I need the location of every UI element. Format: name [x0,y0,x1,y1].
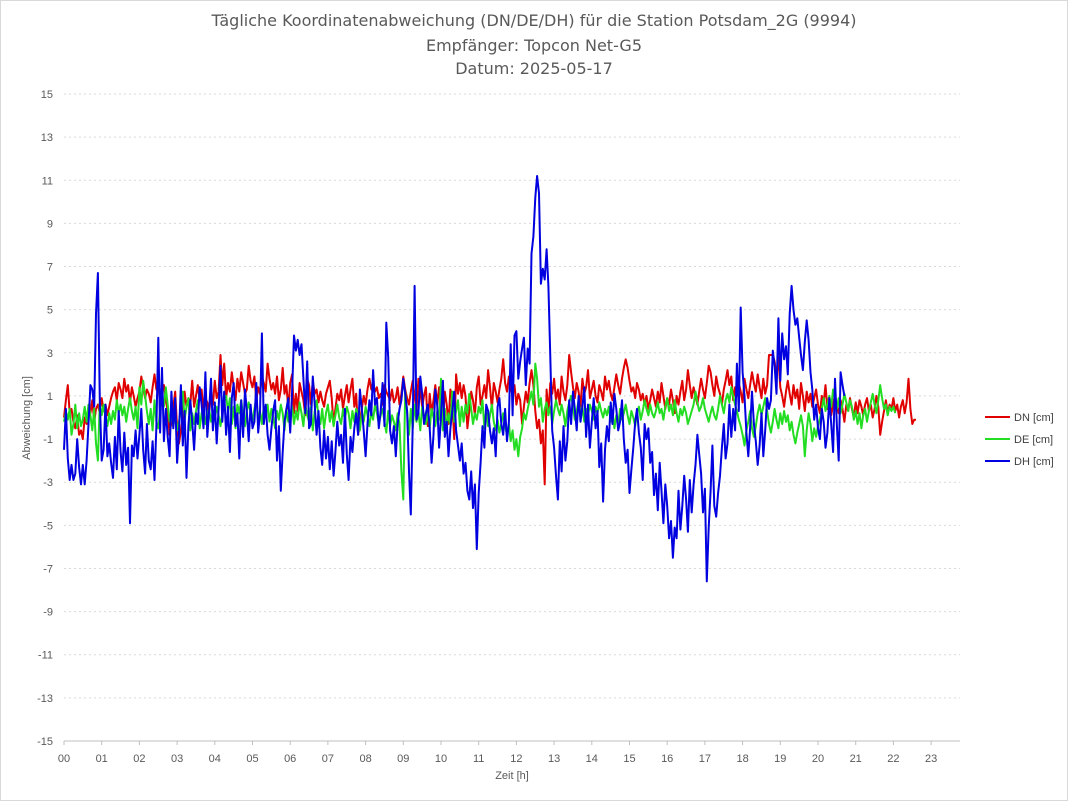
series-lines [63,175,916,583]
y-tick-label: -1 [43,434,53,446]
y-tick-label: -3 [43,477,53,489]
x-tick-label: 03 [171,753,183,765]
x-tick-label: 05 [246,753,258,765]
x-axis-label: Zeit [h] [495,770,529,782]
x-tick-labels: 00 01 02 03 04 05 06 07 08 09 10 11 12 13 14 15 16 17 18 19… [58,741,937,765]
x-tick-label: 00 [58,753,70,765]
legend: DN [cm] DE [cm] DH [cm] [985,412,1054,468]
chart-title: Tägliche Koordinatenabweichung (DN/DE/DH… [211,11,857,30]
y-tick-label: 15 [41,89,53,101]
y-tick-label: -13 [37,693,53,705]
legend-label: DH [cm] [1014,456,1054,468]
legend-label: DN [cm] [1014,412,1054,424]
y-tick-label: -11 [38,650,53,662]
x-tick-label: 21 [850,753,862,765]
x-tick-label: 07 [322,753,334,765]
y-axis-label: Abweichung [cm] [21,376,33,460]
x-tick-label: 14 [586,753,598,765]
y-tick-label: -5 [43,520,53,532]
y-tick-label: 9 [47,218,53,230]
x-tick-label: 17 [699,753,711,765]
x-tick-label: 10 [435,753,447,765]
legend-label: DE [cm] [1014,434,1053,446]
y-tick-label: 11 [42,175,53,187]
x-tick-label: 08 [359,753,371,765]
chart-subtitle-receiver: Empfänger: Topcon Net-G5 [425,36,643,55]
y-tick-label: 3 [47,348,53,360]
x-tick-label: 04 [209,753,221,765]
y-tick-label: -7 [43,563,53,575]
x-tick-label: 09 [397,753,409,765]
x-tick-label: 15 [623,753,635,765]
series-line-dh [63,175,846,583]
x-tick-label: 16 [661,753,673,765]
x-tick-label: 12 [510,753,522,765]
x-tick-label: 02 [133,753,145,765]
y-tick-label: 1 [47,391,53,403]
y-tick-label: 13 [41,132,53,144]
x-tick-label: 11 [473,753,484,765]
x-tick-label: 23 [925,753,937,765]
y-tick-label: -9 [43,607,53,619]
y-tick-labels: 15 13 11 9 7 5 3 1 -1 -3 -5 -7 -9 -11 -13 -15 [37,89,53,748]
x-tick-label: 22 [887,753,899,765]
x-tick-label: 01 [96,753,108,765]
x-tick-label: 13 [548,753,560,765]
chart-subtitle-date: Datum: 2025-05-17 [455,59,613,78]
y-tick-label: 5 [47,305,53,317]
y-tick-label: -15 [37,736,53,748]
x-tick-label: 18 [736,753,748,765]
y-tick-label: 7 [47,262,53,274]
x-tick-label: 19 [774,753,786,765]
x-tick-label: 20 [812,753,824,765]
x-tick-label: 06 [284,753,296,765]
